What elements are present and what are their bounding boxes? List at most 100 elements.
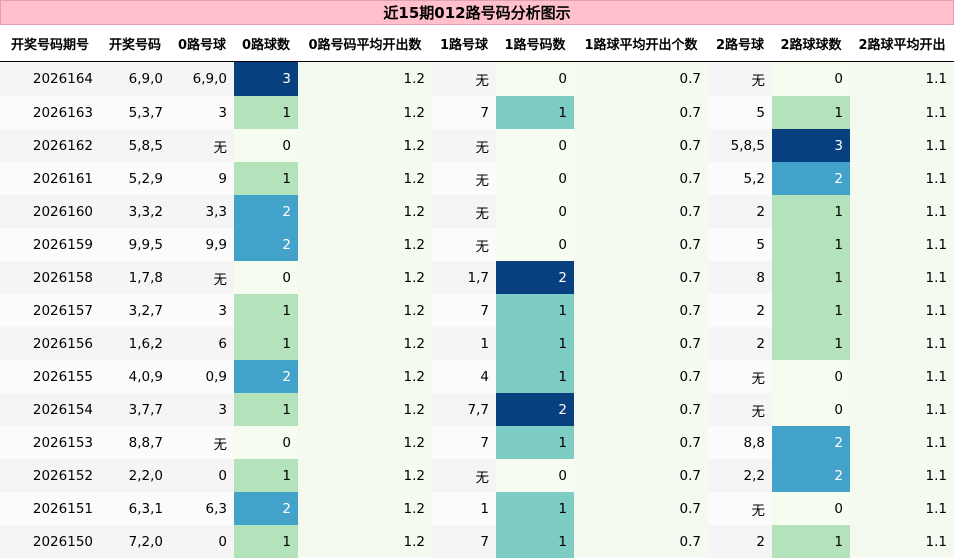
table-cell: 1.2 (298, 360, 432, 393)
table-cell: 7,7 (432, 393, 496, 426)
table-cell: 2026151 (0, 492, 100, 525)
table-cell: 2026160 (0, 195, 100, 228)
table-cell: 1 (234, 525, 298, 558)
table-cell: 0 (772, 360, 850, 393)
table-cell: 3 (772, 129, 850, 162)
column-header: 1路号码数 (496, 25, 574, 62)
table-cell: 无 (708, 62, 772, 97)
table-cell: 6,3,1 (100, 492, 170, 525)
table-cell: 3,3,2 (100, 195, 170, 228)
table-cell: 0 (170, 459, 234, 492)
table-cell: 0.7 (574, 162, 708, 195)
table-cell: 0 (496, 62, 574, 97)
table-cell: 5 (708, 228, 772, 261)
table-cell: 1.1 (850, 426, 954, 459)
table-cell: 1 (432, 492, 496, 525)
table-cell: 5 (708, 96, 772, 129)
table-cell: 1.2 (298, 129, 432, 162)
table-cell: 1,7 (432, 261, 496, 294)
table-cell: 1 (496, 360, 574, 393)
table-cell: 0 (234, 426, 298, 459)
table-cell: 1.1 (850, 327, 954, 360)
table-cell: 无 (170, 261, 234, 294)
column-header: 0路球数 (234, 25, 298, 62)
table-cell: 1.1 (850, 525, 954, 558)
table-cell: 2 (234, 492, 298, 525)
table-cell: 5,2,9 (100, 162, 170, 195)
table-cell: 5,8,5 (100, 129, 170, 162)
table-cell: 0 (234, 129, 298, 162)
table-cell: 6,9,0 (100, 62, 170, 97)
table-cell: 7 (432, 294, 496, 327)
table-cell: 2 (496, 261, 574, 294)
table-cell: 2,2 (708, 459, 772, 492)
table-cell: 9,9,5 (100, 228, 170, 261)
table-cell: 0.7 (574, 195, 708, 228)
table-cell: 0 (772, 492, 850, 525)
column-header: 0路号码平均开出数 (298, 25, 432, 62)
table-cell: 0.7 (574, 360, 708, 393)
table-cell: 8,8 (708, 426, 772, 459)
table-cell: 8 (708, 261, 772, 294)
table-cell: 1 (496, 426, 574, 459)
table-cell: 3,7,7 (100, 393, 170, 426)
table-cell: 无 (708, 360, 772, 393)
table-cell: 8,8,7 (100, 426, 170, 459)
table-title: 近15期012路号码分析图示 (0, 0, 954, 25)
table-cell: 1.2 (298, 426, 432, 459)
table-cell: 1 (234, 162, 298, 195)
table-cell: 无 (432, 228, 496, 261)
table-cell: 2,2,0 (100, 459, 170, 492)
table-cell: 2026155 (0, 360, 100, 393)
table-cell: 1.2 (298, 492, 432, 525)
table-cell: 3 (170, 393, 234, 426)
table-cell: 1.1 (850, 492, 954, 525)
table-cell: 5,2 (708, 162, 772, 195)
table-cell: 3 (170, 294, 234, 327)
table-cell: 2 (708, 327, 772, 360)
table-cell: 1.1 (850, 62, 954, 97)
table-cell: 无 (432, 129, 496, 162)
table-cell: 1.2 (298, 459, 432, 492)
column-header: 1路号球 (432, 25, 496, 62)
table-cell: 6,3 (170, 492, 234, 525)
table-cell: 4,0,9 (100, 360, 170, 393)
table-cell: 无 (708, 492, 772, 525)
table-cell: 1.2 (298, 62, 432, 97)
table-cell: 3 (170, 96, 234, 129)
table-cell: 0 (496, 228, 574, 261)
table-cell: 1.1 (850, 393, 954, 426)
table-cell: 0.7 (574, 294, 708, 327)
table-cell: 1.2 (298, 525, 432, 558)
table-cell: 1 (496, 294, 574, 327)
table-cell: 1.1 (850, 459, 954, 492)
table-cell: 2 (772, 426, 850, 459)
table-cell: 9,9 (170, 228, 234, 261)
table-cell: 0.7 (574, 426, 708, 459)
table-cell: 1 (772, 228, 850, 261)
table-cell: 7,2,0 (100, 525, 170, 558)
table-cell: 6,9,0 (170, 62, 234, 97)
table-cell: 0.7 (574, 96, 708, 129)
table-cell: 1 (496, 96, 574, 129)
table-cell: 0 (496, 162, 574, 195)
table-cell: 0 (170, 525, 234, 558)
table-cell: 1.1 (850, 129, 954, 162)
table-cell: 1.1 (850, 261, 954, 294)
table-cell: 4 (432, 360, 496, 393)
table-cell: 2026153 (0, 426, 100, 459)
table-cell: 5,8,5 (708, 129, 772, 162)
table-cell: 0,9 (170, 360, 234, 393)
table-cell: 1 (772, 327, 850, 360)
